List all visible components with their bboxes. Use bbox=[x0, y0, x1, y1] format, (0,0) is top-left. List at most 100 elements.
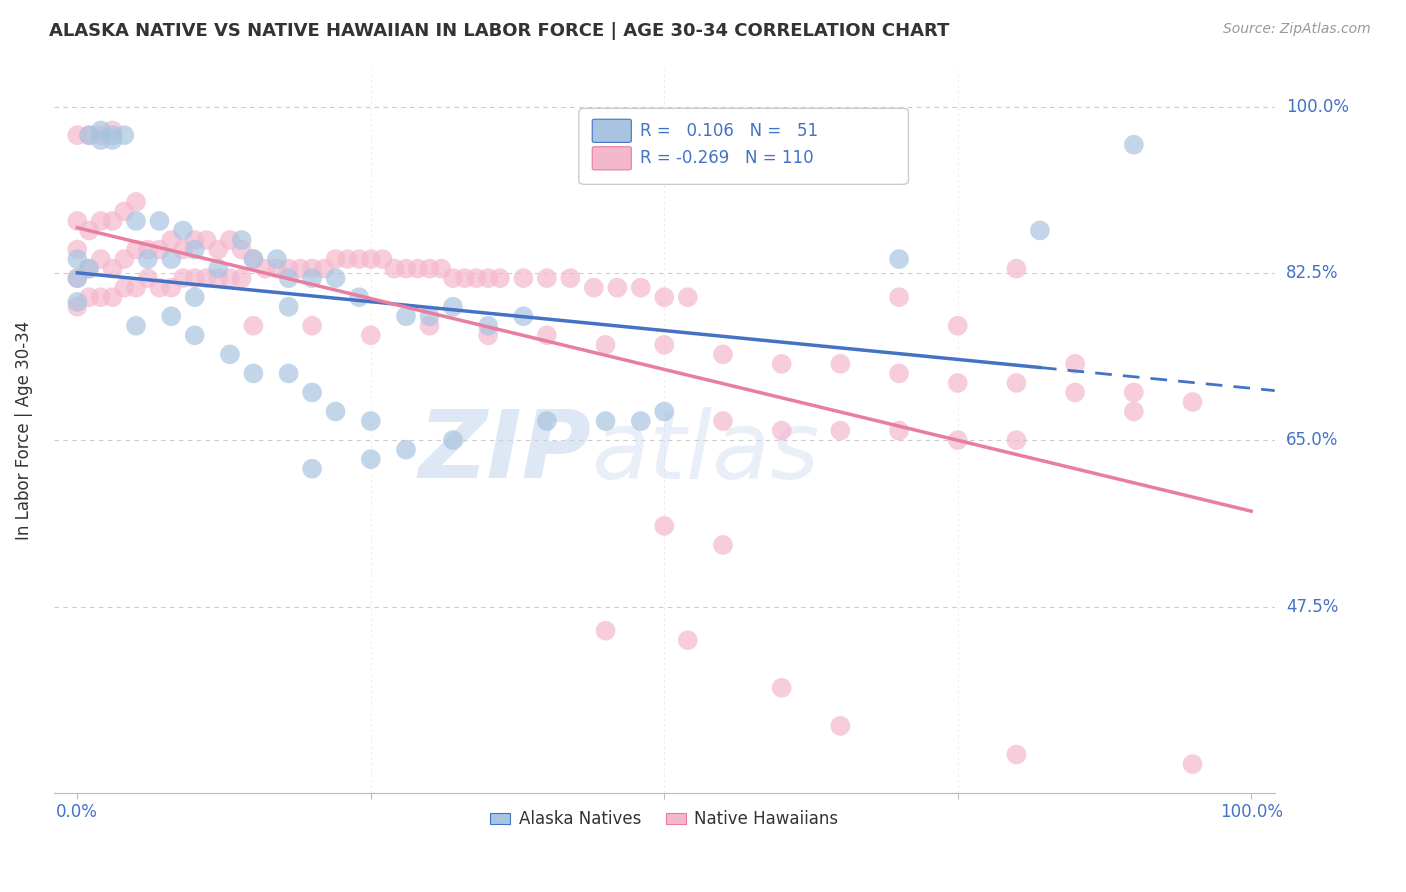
Point bbox=[66, 271, 89, 285]
Point bbox=[90, 290, 112, 304]
Point bbox=[112, 252, 135, 266]
Point bbox=[66, 295, 89, 310]
Point bbox=[125, 280, 148, 294]
Point bbox=[77, 128, 100, 143]
Point bbox=[125, 243, 148, 257]
Point bbox=[112, 128, 135, 143]
Point bbox=[112, 280, 135, 294]
Point bbox=[360, 252, 382, 266]
Point bbox=[946, 376, 969, 390]
Point bbox=[231, 243, 253, 257]
Point bbox=[887, 290, 910, 304]
Point bbox=[301, 261, 323, 276]
Point bbox=[219, 347, 242, 361]
Point bbox=[231, 271, 253, 285]
Point bbox=[301, 461, 323, 475]
Point bbox=[395, 261, 418, 276]
Point bbox=[242, 252, 264, 266]
Point bbox=[66, 243, 89, 257]
Point bbox=[465, 271, 488, 285]
Point bbox=[101, 133, 124, 147]
Point bbox=[1005, 261, 1028, 276]
FancyBboxPatch shape bbox=[592, 146, 631, 169]
Point bbox=[360, 328, 382, 343]
Point bbox=[101, 290, 124, 304]
Point bbox=[77, 290, 100, 304]
Point bbox=[441, 433, 464, 447]
Point bbox=[66, 252, 89, 266]
Point bbox=[125, 194, 148, 209]
Text: R = -0.269   N = 110: R = -0.269 N = 110 bbox=[640, 149, 814, 168]
Point bbox=[66, 214, 89, 228]
Point bbox=[477, 271, 499, 285]
Point bbox=[711, 414, 734, 428]
Point bbox=[830, 424, 852, 438]
Point bbox=[242, 367, 264, 381]
Point bbox=[830, 719, 852, 733]
Point bbox=[125, 214, 148, 228]
Text: 65.0%: 65.0% bbox=[1286, 431, 1339, 449]
Point bbox=[172, 243, 194, 257]
Point bbox=[125, 318, 148, 333]
Point bbox=[770, 424, 793, 438]
Point bbox=[101, 128, 124, 143]
Point bbox=[1064, 357, 1087, 371]
Point bbox=[77, 261, 100, 276]
Point bbox=[112, 204, 135, 219]
Point bbox=[652, 404, 675, 418]
Point bbox=[183, 233, 205, 247]
Point bbox=[454, 271, 477, 285]
Point bbox=[489, 271, 512, 285]
Point bbox=[1005, 747, 1028, 762]
Point bbox=[183, 271, 205, 285]
Point bbox=[652, 290, 675, 304]
Point bbox=[1122, 404, 1144, 418]
Point bbox=[195, 271, 218, 285]
Point bbox=[290, 261, 312, 276]
Point bbox=[301, 318, 323, 333]
Point bbox=[66, 128, 89, 143]
Point bbox=[595, 624, 617, 638]
Point bbox=[770, 357, 793, 371]
Point bbox=[630, 280, 652, 294]
Point bbox=[395, 310, 418, 324]
Point bbox=[77, 223, 100, 237]
Point bbox=[336, 252, 359, 266]
Point bbox=[160, 252, 183, 266]
Point bbox=[560, 271, 582, 285]
Point bbox=[172, 223, 194, 237]
Point bbox=[360, 452, 382, 467]
Point bbox=[136, 243, 159, 257]
Point bbox=[595, 414, 617, 428]
Point bbox=[946, 433, 969, 447]
Point bbox=[606, 280, 628, 294]
Point bbox=[90, 252, 112, 266]
Point bbox=[266, 261, 288, 276]
Point bbox=[183, 290, 205, 304]
Point bbox=[148, 243, 170, 257]
Point bbox=[418, 310, 440, 324]
Point bbox=[595, 338, 617, 352]
Point bbox=[477, 318, 499, 333]
Point bbox=[207, 271, 229, 285]
Point bbox=[160, 233, 183, 247]
Point bbox=[101, 261, 124, 276]
Point bbox=[395, 442, 418, 457]
Point bbox=[441, 271, 464, 285]
Text: ALASKA NATIVE VS NATIVE HAWAIIAN IN LABOR FORCE | AGE 30-34 CORRELATION CHART: ALASKA NATIVE VS NATIVE HAWAIIAN IN LABO… bbox=[49, 22, 949, 40]
Point bbox=[1064, 385, 1087, 400]
Point bbox=[1029, 223, 1052, 237]
Point bbox=[101, 123, 124, 137]
Point bbox=[207, 243, 229, 257]
FancyBboxPatch shape bbox=[592, 120, 631, 143]
Text: 47.5%: 47.5% bbox=[1286, 598, 1339, 615]
Point bbox=[536, 271, 558, 285]
Point bbox=[630, 414, 652, 428]
Point bbox=[77, 128, 100, 143]
Text: 82.5%: 82.5% bbox=[1286, 264, 1339, 283]
Point bbox=[711, 538, 734, 552]
Point bbox=[277, 300, 299, 314]
Text: 100.0%: 100.0% bbox=[1286, 97, 1348, 116]
Point bbox=[90, 123, 112, 137]
Point bbox=[770, 681, 793, 695]
